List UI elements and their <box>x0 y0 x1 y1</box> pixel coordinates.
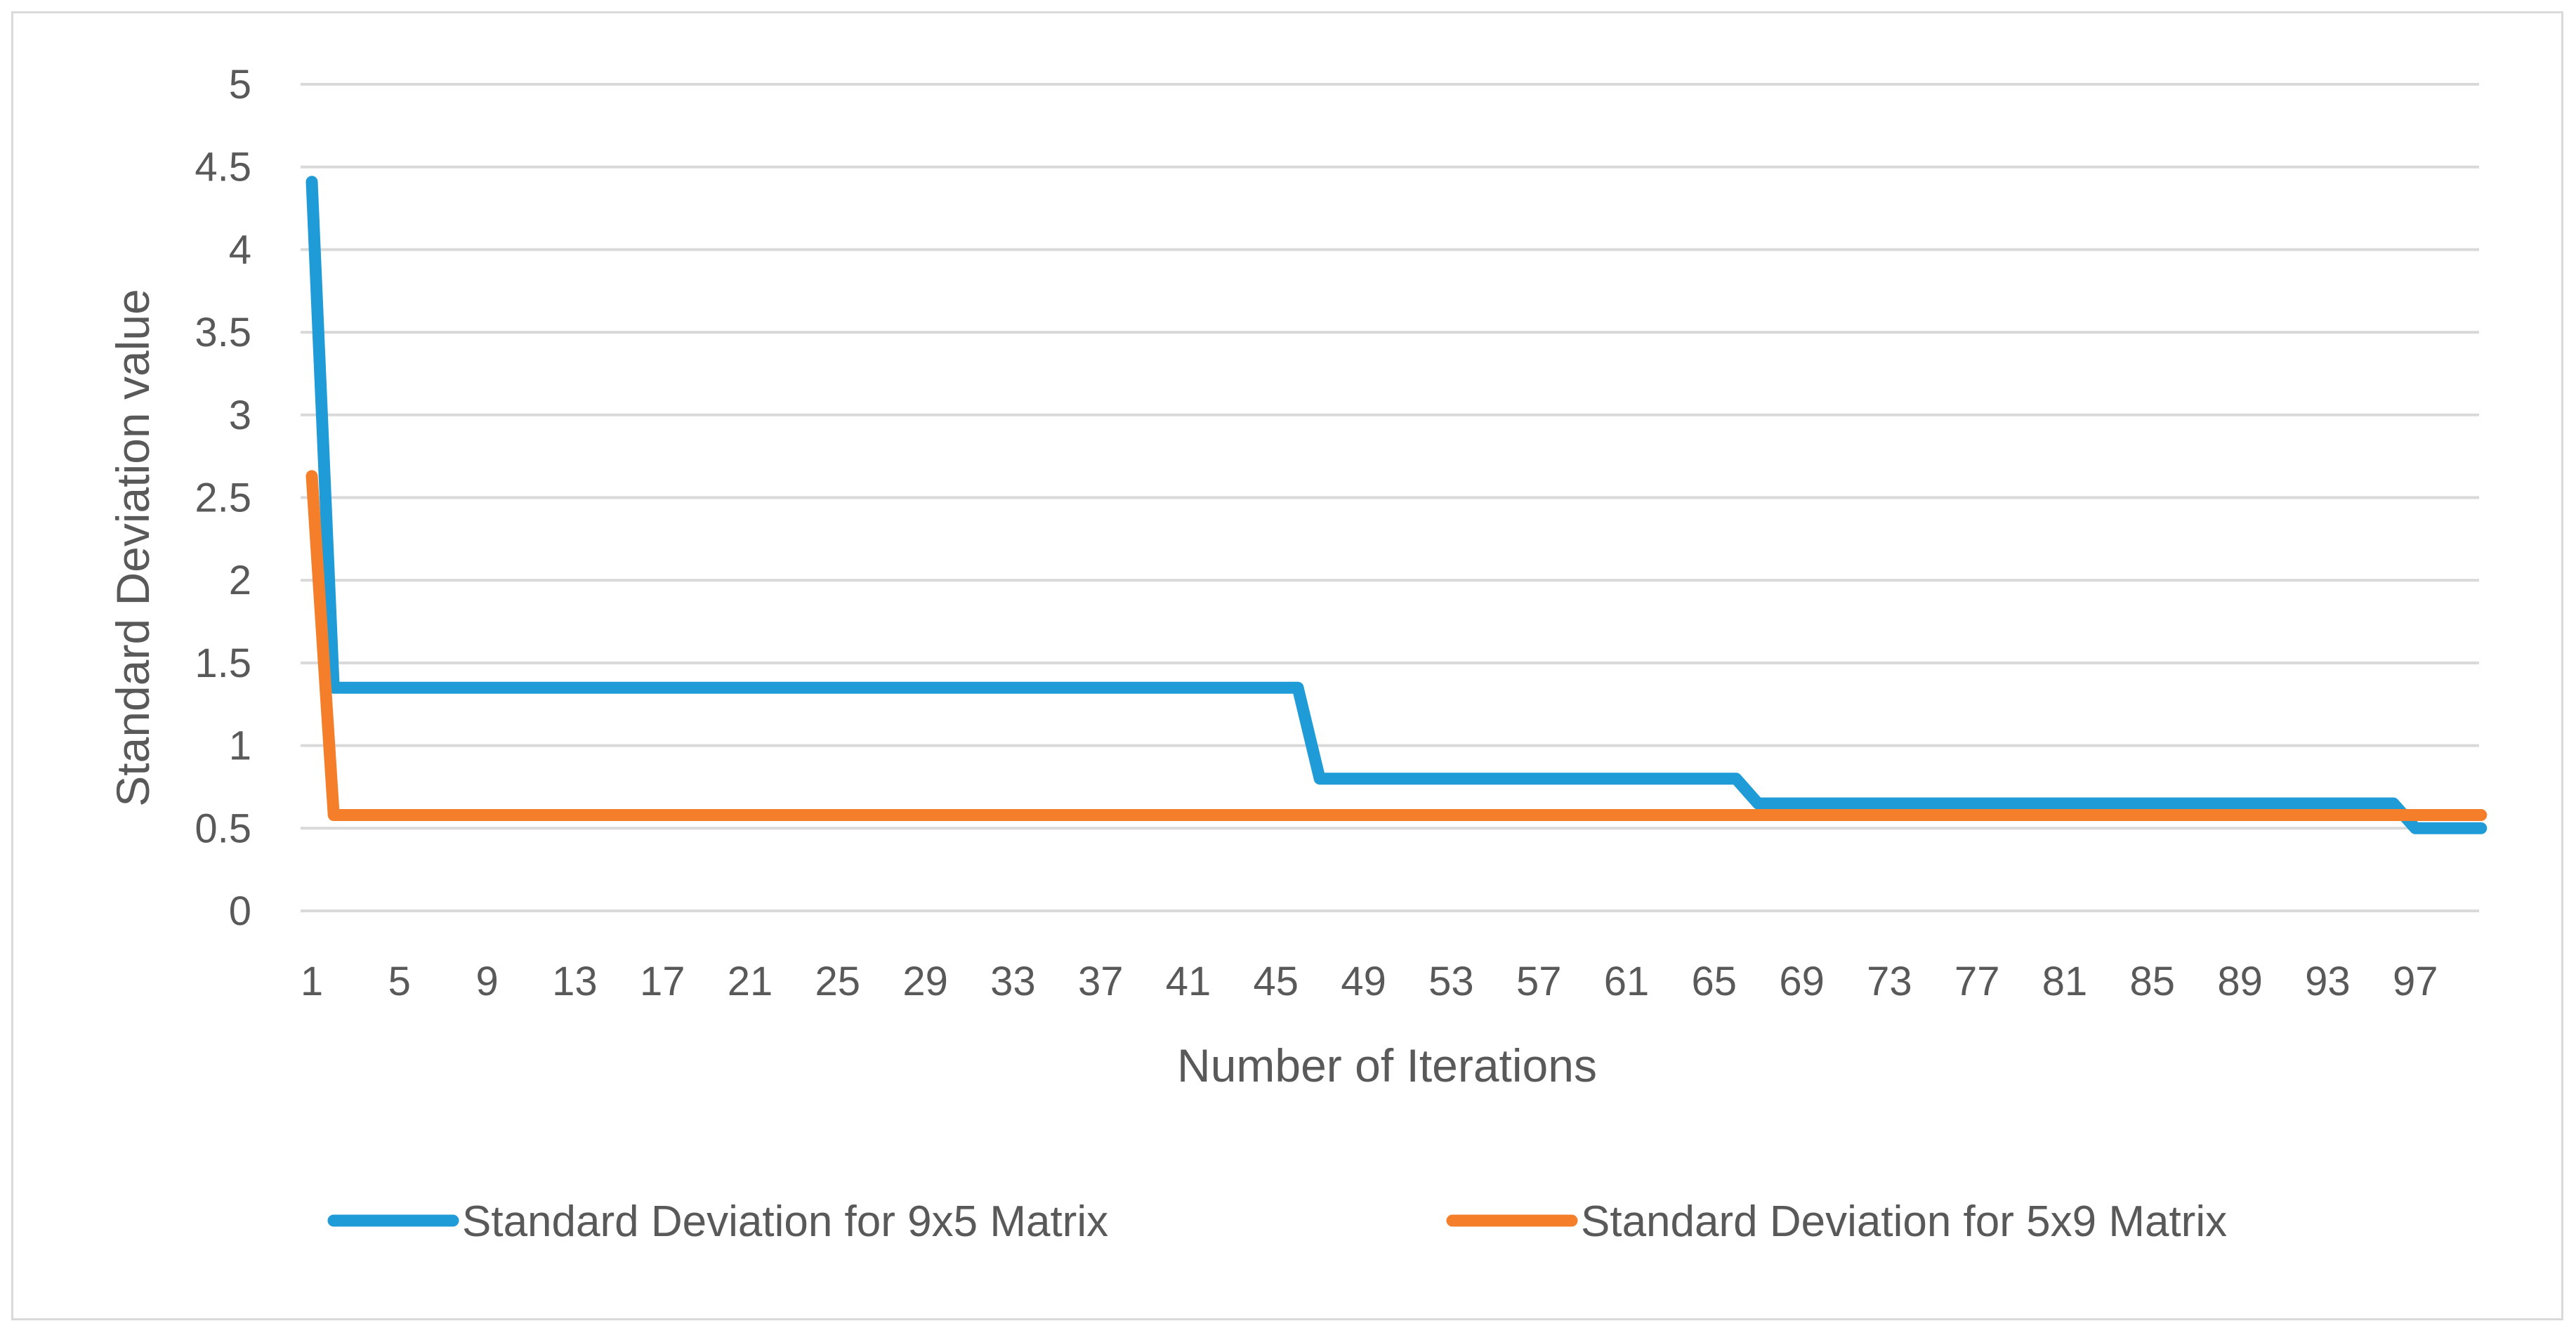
y-tick-label: 1.5 <box>195 641 251 686</box>
x-tick-label: 9 <box>475 959 498 1004</box>
y-tick-label: 3.5 <box>195 310 251 355</box>
x-tick-label: 21 <box>728 959 773 1004</box>
x-tick-label: 73 <box>1867 959 1912 1004</box>
legend-label: Standard Deviation for 9x5 Matrix <box>462 1197 1108 1246</box>
y-tick-label: 4 <box>229 227 251 272</box>
x-tick-labels: 1 5 9 13 17 21 25 29 33 37 41 45 49 53 57 61 65 69 73 77 81 8… <box>301 959 2438 1004</box>
x-tick-label: 49 <box>1341 959 1386 1004</box>
x-tick-label: 33 <box>990 959 1036 1004</box>
x-tick-label: 85 <box>2130 959 2176 1004</box>
y-axis-title: Standard Deviation value <box>107 289 159 806</box>
x-tick-label: 1 <box>301 959 323 1004</box>
x-tick-label: 17 <box>640 959 685 1004</box>
y-tick-label: 4.5 <box>195 145 251 190</box>
x-tick-label: 29 <box>902 959 948 1004</box>
x-axis-title: Number of Iterations <box>1177 1039 1597 1091</box>
y-tick-label: 0 <box>229 888 251 934</box>
x-tick-label: 81 <box>2042 959 2088 1004</box>
x-tick-label: 13 <box>552 959 598 1004</box>
x-tick-label: 25 <box>815 959 861 1004</box>
y-tick-labels: 0 0.5 1 1.5 2 2.5 3 3.5 4 4.5 5 <box>195 62 251 934</box>
y-tick-label: 5 <box>229 62 251 107</box>
y-tick-label: 2.5 <box>195 475 251 521</box>
x-tick-label: 77 <box>1954 959 2000 1004</box>
x-tick-label: 69 <box>1779 959 1825 1004</box>
series-line-1 <box>305 176 2488 834</box>
x-tick-label: 37 <box>1078 959 1124 1004</box>
y-tick-label: 1 <box>229 723 251 769</box>
x-tick-label: 57 <box>1516 959 1562 1004</box>
series-line-2 <box>305 470 2488 821</box>
legend: Standard Deviation for 9x5 Matrix Standar… <box>327 1197 2227 1246</box>
y-tick-label: 0.5 <box>195 806 251 851</box>
x-tick-label: 93 <box>2305 959 2351 1004</box>
x-tick-label: 41 <box>1166 959 1211 1004</box>
x-tick-label: 97 <box>2393 959 2438 1004</box>
x-tick-label: 61 <box>1604 959 1650 1004</box>
x-tick-label: 53 <box>1428 959 1474 1004</box>
gridlines <box>301 83 2479 912</box>
x-tick-label: 65 <box>1692 959 1737 1004</box>
legend-label: Standard Deviation for 5x9 Matrix <box>1581 1197 2227 1246</box>
chart-frame <box>11 11 2563 1320</box>
series-lines <box>305 176 2488 834</box>
x-tick-label: 89 <box>2217 959 2263 1004</box>
y-tick-label: 3 <box>229 393 251 438</box>
x-tick-label: 45 <box>1254 959 1299 1004</box>
x-tick-label: 5 <box>388 959 411 1004</box>
y-tick-label: 2 <box>229 558 251 603</box>
